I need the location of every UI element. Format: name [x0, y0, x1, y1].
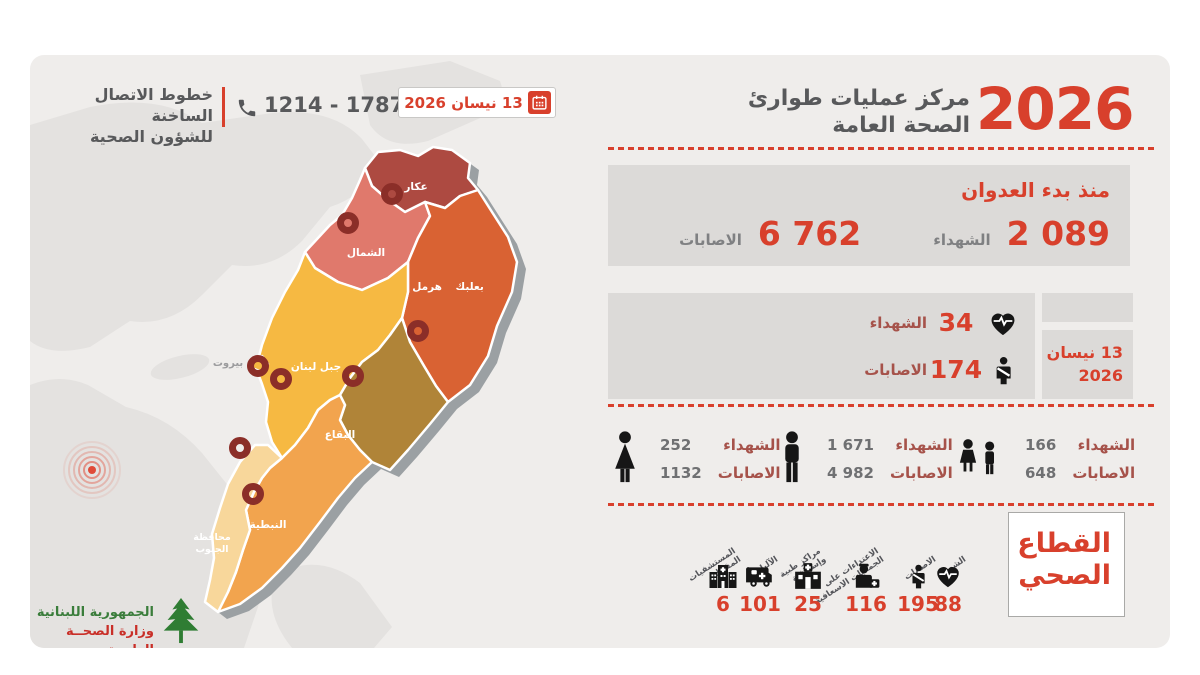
- hs-value-attacks: 116: [845, 592, 887, 616]
- ministry-line1: الجمهورية اللبنانية: [36, 605, 154, 620]
- daily-martyrs-label: الشهداء: [869, 313, 927, 332]
- dashed-divider: [608, 147, 1157, 150]
- hs-col-vehicles: الآليات 101: [732, 517, 788, 617]
- health-sector-title-line2: الصحي: [1018, 560, 1111, 591]
- map-label-south-line2: الجنوب: [195, 544, 228, 555]
- incident-marker[interactable]: [381, 183, 403, 205]
- map-label-south-line1: محافظة: [193, 532, 231, 543]
- men-martyrs-value: 1 671: [827, 436, 874, 454]
- daily-injuries-label: الاصابات: [864, 360, 927, 379]
- hotline-label-line2: للشؤون الصحية: [89, 127, 213, 146]
- hotline-label-line1: خطوط الاتصال الساخنة: [94, 85, 213, 125]
- ambulance-icon: [745, 561, 775, 591]
- daily-injuries-value: 174: [929, 355, 983, 384]
- divider: [222, 87, 225, 127]
- map-label-beirut: بيروت: [213, 358, 243, 369]
- hs-value-vehicles: 101: [739, 592, 781, 616]
- hs-col-attacks: الاعتداءات على الجمعيات الاسعافية 116: [813, 517, 894, 617]
- cumulative-injuries-label: الاصابات: [679, 231, 742, 249]
- children-martyrs-value: 166: [1025, 436, 1057, 454]
- incident-marker[interactable]: [337, 212, 359, 234]
- map-label-akkar: عكار: [403, 181, 427, 193]
- world-map-background: [30, 61, 503, 648]
- page-title-line2: الصحة العامة: [832, 113, 970, 138]
- map-label-mount-lebanon: جبل لبنان: [291, 361, 341, 373]
- hs-col-medical-centers: مراكز طبية وإسعافية 25: [778, 517, 836, 617]
- dashed-divider: [608, 404, 1157, 407]
- heart-ecg-icon: [933, 561, 963, 591]
- map-label-nabatieh: النبطية: [250, 519, 287, 531]
- women-injuries-label: الاصابات: [717, 464, 781, 482]
- ministry-wordmark: الجمهورية اللبنانية وزارة الصحــة العامـ…: [36, 603, 154, 648]
- map-region-south[interactable]: [203, 443, 284, 614]
- medical-center-icon: [793, 561, 823, 591]
- men-injuries-label: الاصابات: [889, 464, 953, 482]
- hs-value-closed-hospitals: 6: [716, 592, 730, 616]
- incident-marker[interactable]: [407, 320, 429, 342]
- hs-value-injuries: 195: [897, 592, 939, 616]
- daily-stats-box: 34 الشهداء 174 الاصابات: [608, 293, 1035, 399]
- paramedic-icon: [851, 561, 881, 591]
- children-icon: [955, 437, 1007, 481]
- incident-marker[interactable]: [229, 437, 251, 459]
- demographics-children: الشهداء الاصابات 166 648: [955, 418, 1135, 500]
- phone-icon: [238, 99, 256, 117]
- hs-col-closed-hospitals: المستشفيات المقفلة: [687, 517, 751, 617]
- dashed-divider: [608, 503, 1157, 506]
- calendar-icon: [528, 91, 551, 114]
- injured-person-icon: [985, 352, 1021, 388]
- hotline-numbers[interactable]: 1214 - 1787: [264, 93, 405, 117]
- women-martyrs-value: 252: [660, 436, 692, 454]
- man-icon: [775, 431, 809, 487]
- pulse-epicenter-icon: [63, 441, 121, 499]
- injured-person-icon: [903, 561, 933, 591]
- demographics-men: الشهداء الاصابات 1 671 4 982: [775, 418, 953, 500]
- heart-ecg-icon: [985, 305, 1021, 341]
- map-label-baalbek-hermel: بعلبك هرمل: [412, 281, 484, 293]
- cedar-logo: [163, 598, 199, 644]
- map-label-north: الشمال: [347, 247, 385, 259]
- incident-marker[interactable]: [247, 355, 269, 377]
- health-sector-title-line1: القطاع: [1017, 528, 1111, 559]
- daily-martyrs-value: 34: [938, 308, 974, 337]
- men-injuries-value: 4 982: [827, 464, 874, 482]
- hotline-label: خطوط الاتصال الساخنة للشؤون الصحية: [55, 84, 213, 147]
- children-injuries-label: الاصابات: [1072, 464, 1136, 482]
- hs-value-medical-centers: 25: [794, 592, 822, 616]
- hs-col-martyrs: الشهداء 88: [920, 517, 976, 617]
- empty-gray-box: [1042, 293, 1133, 322]
- children-martyrs-label: الشهداء: [1077, 436, 1136, 454]
- map-label-bekaa: البقاع: [325, 429, 356, 441]
- closed-hospital-icon: [708, 561, 738, 591]
- date-badge-text: 13 نيسان 2026: [404, 93, 523, 112]
- hs-value-martyrs: 88: [934, 592, 962, 616]
- infographic-card: عكار الشمال بعلبك هرمل جبل لبنان البقاع …: [30, 55, 1170, 648]
- women-martyrs-label: الشهداء: [723, 436, 781, 454]
- daily-date-line2: 2026: [1078, 366, 1123, 385]
- incident-marker[interactable]: [342, 365, 364, 387]
- page-title: مركز عمليات طوارئ الصحة العامة: [710, 85, 970, 139]
- hs-col-injuries: الاصابات 195: [890, 517, 946, 617]
- incident-marker[interactable]: [270, 368, 292, 390]
- children-injuries-value: 648: [1025, 464, 1057, 482]
- since-aggression-box: منذ بدء العدوان 2 089 الشهداء 6 762 الاص…: [608, 165, 1130, 266]
- daily-date-line1: 13 نيسان: [1046, 343, 1123, 362]
- date-badge[interactable]: 13 نيسان 2026: [398, 87, 556, 118]
- incident-marker[interactable]: [242, 483, 264, 505]
- cumulative-injuries-value: 6 762: [757, 214, 862, 253]
- page-title-line1: مركز عمليات طوارئ: [747, 86, 970, 111]
- health-sector-box: القطاع الصحي: [1008, 512, 1125, 617]
- cumulative-martyrs-label: الشهداء: [933, 231, 991, 249]
- daily-date-box: 13 نيسان 2026: [1042, 330, 1133, 399]
- cumulative-martyrs-value: 2 089: [1006, 214, 1110, 253]
- men-martyrs-label: الشهداء: [895, 436, 953, 454]
- since-aggression-title: منذ بدء العدوان: [961, 178, 1110, 202]
- woman-icon: [608, 431, 642, 487]
- ministry-line2: وزارة الصحــة العامــة: [66, 624, 154, 648]
- women-injuries-value: 1132: [660, 464, 702, 482]
- lebanon-map: عكار الشمال بعلبك هرمل جبل لبنان البقاع …: [193, 145, 526, 619]
- demographics-women: الشهداء الاصابات 252 1132: [608, 418, 781, 500]
- report-year: 2026: [976, 75, 1134, 143]
